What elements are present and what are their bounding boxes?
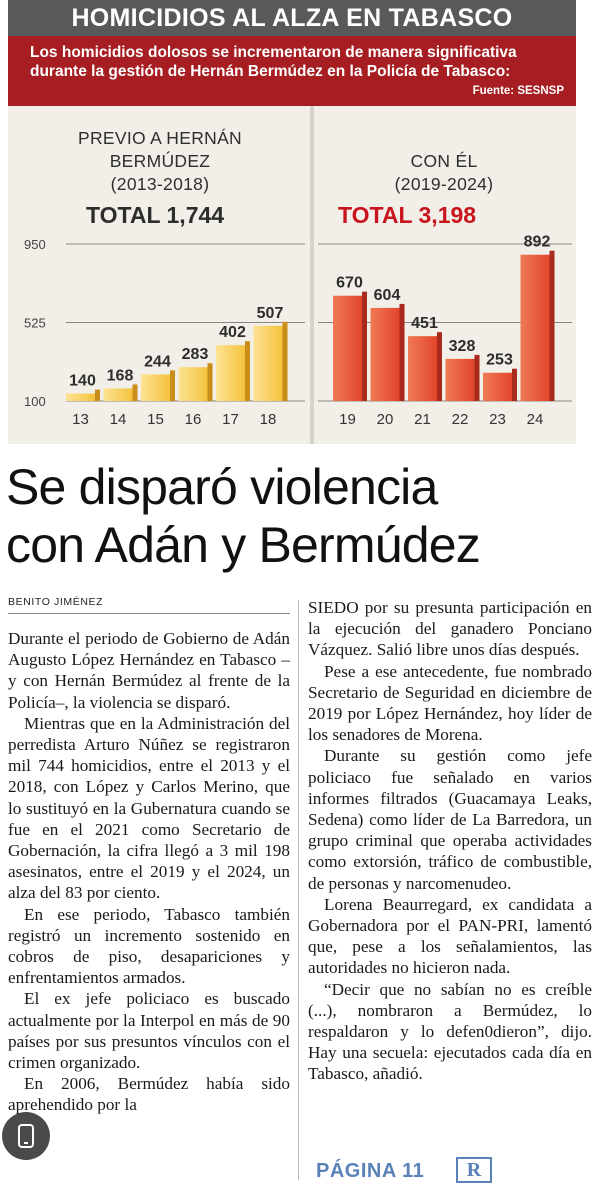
bar-value-label: 283 xyxy=(182,346,209,363)
bar-value-label: 451 xyxy=(411,315,438,332)
bar-value-label: 328 xyxy=(449,338,476,355)
paragraph: En ese periodo, Tabasco también registró… xyxy=(8,904,290,988)
bar-value-label: 507 xyxy=(257,305,284,322)
homicides-bar-chart: 100 525 950 140 13 168 14 244 15 283 16 402 17 507 18 6… xyxy=(24,234,572,428)
bar-value-label: 402 xyxy=(219,324,246,341)
period-during-label: CON ÉL (2019-2024) xyxy=(344,150,544,196)
page-reference: PÁGINA 11 xyxy=(316,1160,425,1182)
bar xyxy=(408,336,437,401)
x-tick-label: 15 xyxy=(147,411,164,428)
bar-value-label: 604 xyxy=(374,287,401,304)
x-tick-label: 22 xyxy=(452,411,469,428)
bar-side xyxy=(399,303,405,401)
x-tick-label: 24 xyxy=(527,411,544,428)
bar xyxy=(216,345,245,401)
period-before-line3: (2013-2018) xyxy=(110,174,210,194)
paragraph: “Decir que no sabían no es creíble (...)… xyxy=(308,979,592,1084)
total-during-label: TOTAL xyxy=(338,202,413,228)
byline-rule xyxy=(8,613,290,614)
bar xyxy=(333,295,362,401)
x-tick-label: 13 xyxy=(72,411,89,428)
paragraph: En 2006, Bermúdez había sido aprehendido… xyxy=(8,1074,290,1115)
x-tick-label: 23 xyxy=(489,411,506,428)
x-tick-label: 21 xyxy=(414,411,431,428)
total-before-label: TOTAL xyxy=(86,202,161,228)
bar-value-label: 244 xyxy=(144,353,171,370)
graphic-title: HOMICIDIOS AL ALZA EN TABASCO xyxy=(8,0,576,36)
bar-value-label: 892 xyxy=(524,234,551,251)
column-separator xyxy=(298,600,299,1180)
bar-value-label: 140 xyxy=(69,373,96,390)
period-before-label: PREVIO A HERNÁN BERMÚDEZ (2013-2018) xyxy=(50,127,270,196)
paragraph: Lorena Beaurregard, ex candidata a Gober… xyxy=(308,894,592,978)
paragraph: SIEDO por su presunta participación en l… xyxy=(308,598,592,660)
y-tick-label: 525 xyxy=(24,316,46,331)
bar-value-label: 670 xyxy=(336,275,363,292)
x-tick-label: 17 xyxy=(222,411,239,428)
bar xyxy=(178,367,208,401)
bar xyxy=(483,372,512,401)
bar-side xyxy=(245,341,250,401)
x-tick-label: 18 xyxy=(260,411,277,428)
bar-side xyxy=(95,389,100,401)
graphic-source: Fuente: SESNSP xyxy=(472,85,564,97)
total-before-value: 1,744 xyxy=(166,202,225,228)
graphic-subtitle-box: Los homicidios dolosos se incrementaron … xyxy=(8,36,576,106)
bar-side xyxy=(207,363,213,401)
bar xyxy=(141,374,170,401)
x-tick-label: 14 xyxy=(110,411,127,428)
period-before-line1: PREVIO A HERNÁN xyxy=(78,128,242,148)
paragraph: Mientras que en la Administración del pe… xyxy=(8,713,290,903)
bar-side xyxy=(474,354,480,401)
logo-letter: R xyxy=(466,1159,482,1181)
article-column-right: SIEDO por su presunta participación en l… xyxy=(308,597,592,1085)
newspaper-logo: R xyxy=(456,1157,492,1183)
total-before: TOTAL 1,744 xyxy=(86,201,224,229)
x-tick-label: 19 xyxy=(339,411,356,428)
bar xyxy=(253,325,283,401)
bar xyxy=(66,393,95,401)
headline-line2: con Adán y Bermúdez xyxy=(6,517,481,573)
bar xyxy=(103,388,133,401)
phone-icon xyxy=(18,1124,34,1148)
byline: BENITO JIMÉNEZ xyxy=(8,596,104,608)
paragraph: El ex jefe policiaco es buscado actualme… xyxy=(8,989,290,1073)
period-during-line1: CON ÉL xyxy=(410,151,478,171)
headline-line1: Se disparó violencia xyxy=(6,459,438,515)
period-before-line2: BERMÚDEZ xyxy=(109,151,211,171)
bar-value-label: 253 xyxy=(486,352,513,369)
bar-side xyxy=(170,370,175,401)
period-during-line2: (2019-2024) xyxy=(394,174,494,194)
phone-overlay-button[interactable] xyxy=(2,1112,50,1160)
panel-divider xyxy=(310,106,314,444)
total-during: TOTAL 3,198 xyxy=(338,201,476,229)
bar-side xyxy=(362,291,367,401)
paragraph: Pese a ese antecedente, fue nombrado Sec… xyxy=(308,661,592,745)
bar xyxy=(445,358,475,401)
x-tick-label: 20 xyxy=(377,411,394,428)
paragraph: Durante su gestión como jefe policiaco f… xyxy=(308,746,592,893)
article-column-left: Durante el periodo de Gobierno de Adán A… xyxy=(8,628,290,1116)
bar xyxy=(370,307,400,401)
bar-side xyxy=(512,368,517,401)
bar-side xyxy=(282,321,288,401)
graphic-subtitle: Los homicidios dolosos se incrementaron … xyxy=(30,44,517,80)
bar-side xyxy=(549,250,555,401)
paragraph: Durante el periodo de Gobierno de Adán A… xyxy=(8,629,290,712)
bar-side xyxy=(437,332,442,401)
bar xyxy=(520,254,550,401)
article-headline: Se disparó violencia con Adán y Bermúdez xyxy=(6,458,594,574)
bar-value-label: 168 xyxy=(107,367,134,384)
y-tick-label: 950 xyxy=(24,237,46,252)
y-tick-label: 100 xyxy=(24,394,46,409)
total-during-value: 3,198 xyxy=(418,202,477,228)
x-tick-label: 16 xyxy=(185,411,202,428)
bar-side xyxy=(132,384,138,401)
